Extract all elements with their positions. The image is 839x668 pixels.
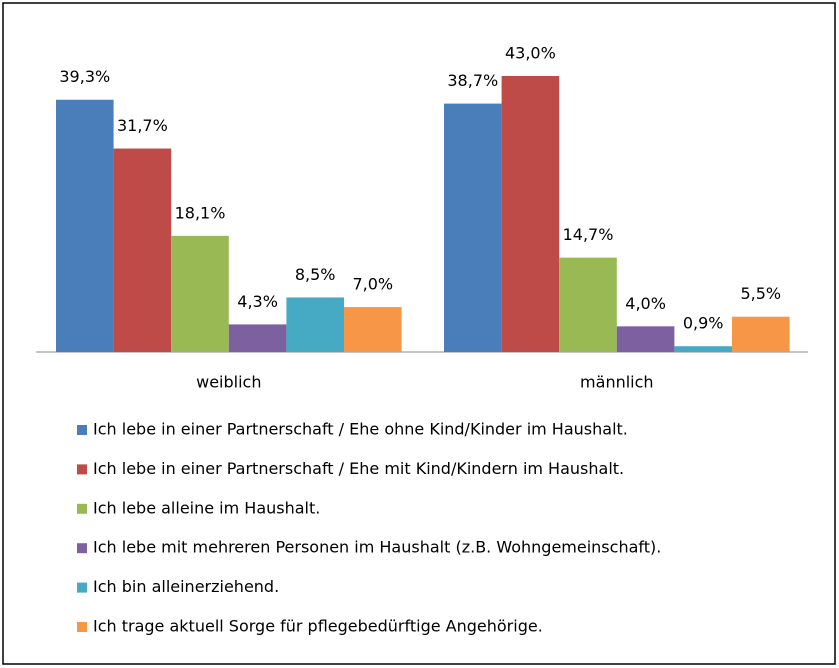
legend-swatch [77, 503, 87, 514]
bar [501, 76, 560, 352]
value-label: 31,7% [117, 116, 168, 135]
legend-label: Ich lebe in einer Partnerschaft / Ehe oh… [93, 420, 628, 439]
value-label: 7,0% [352, 275, 393, 294]
value-label: 43,0% [505, 44, 556, 63]
legend-swatch [77, 425, 87, 435]
value-label: 4,0% [625, 294, 666, 313]
x-tick-label: männlich [580, 373, 654, 392]
x-tick-label: weiblich [196, 373, 261, 392]
bar [171, 235, 229, 352]
value-label: 4,3% [237, 292, 278, 311]
value-label: 18,1% [175, 203, 226, 222]
bar [616, 326, 675, 352]
legend-swatch [77, 543, 87, 554]
bar [344, 307, 402, 352]
bar [113, 148, 172, 352]
legend-label: Ich lebe in einer Partnerschaft / Ehe mi… [93, 459, 624, 478]
bar [732, 316, 790, 352]
value-label: 5,5% [740, 284, 781, 303]
bar [56, 99, 114, 352]
legend-label: Ich bin alleinerziehend. [93, 577, 279, 596]
legend-swatch [77, 464, 87, 475]
value-label: 38,7% [447, 71, 498, 90]
bar [674, 346, 732, 352]
bar [559, 257, 617, 352]
value-label: 8,5% [295, 265, 336, 284]
legend-label: Ich lebe alleine im Haushalt. [93, 498, 320, 517]
legend-label: Ich trage aktuell Sorge für pflegebedürf… [93, 617, 543, 636]
value-label: 0,9% [683, 314, 724, 333]
legend-label: Ich lebe mit mehreren Personen im Hausha… [93, 538, 661, 557]
legend-swatch [77, 622, 87, 632]
value-label: 14,7% [563, 225, 614, 244]
bar [228, 324, 287, 352]
value-label: 39,3% [59, 67, 110, 86]
bar [286, 297, 344, 352]
legend-swatch [77, 582, 87, 593]
bar [444, 103, 502, 352]
